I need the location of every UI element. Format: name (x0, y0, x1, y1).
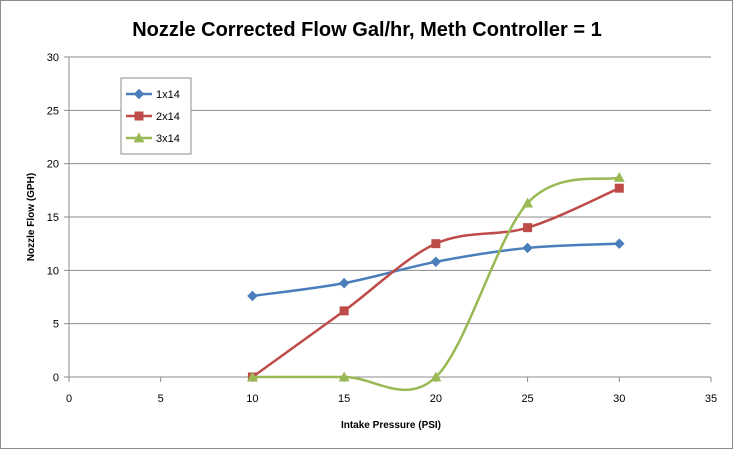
legend-item-3x14: 3x14 (126, 132, 180, 145)
data-point-2x14 (614, 183, 624, 193)
x-tick-label: 25 (521, 393, 533, 405)
y-tick-label: 15 (47, 212, 59, 224)
y-tick-label: 25 (47, 105, 59, 117)
x-tick-label: 10 (246, 393, 258, 405)
series-2x14 (247, 183, 624, 382)
legend-item-1x14: 1x14 (126, 88, 180, 101)
x-tick-label: 30 (613, 393, 625, 405)
axes: 0 5 10 15 20 25 30 0 5 10 15 20 25 30 35 (47, 52, 717, 405)
series-line-1x14 (252, 242, 620, 298)
data-point-3x14 (430, 371, 442, 382)
legend-label: 1x14 (156, 89, 180, 101)
y-tick-label: 10 (47, 265, 59, 277)
series-line-3x14 (252, 176, 620, 392)
x-tick-label: 15 (338, 393, 350, 405)
data-point-1x14 (522, 242, 533, 254)
data-point-1x14 (338, 277, 350, 289)
series-1x14 (247, 238, 625, 302)
y-tick-label: 0 (53, 372, 59, 384)
data-point-1x14 (430, 256, 442, 268)
data-point-3x14 (522, 197, 534, 208)
legend-marker (134, 111, 144, 121)
legend-marker (133, 88, 145, 100)
series-3x14 (246, 172, 625, 392)
legend-label: 2x14 (156, 111, 180, 123)
data-point-2x14 (339, 306, 349, 316)
series-layer (246, 172, 625, 392)
data-point-2x14 (523, 223, 533, 233)
x-axis-title: Intake Pressure (PSI) (341, 420, 441, 431)
x-tick-label: 5 (158, 393, 164, 405)
y-tick-label: 5 (53, 319, 59, 331)
x-tick-label: 35 (705, 393, 717, 405)
data-point-1x14 (247, 290, 258, 302)
legend-marker (133, 132, 145, 143)
data-point-2x14 (431, 239, 441, 249)
y-tick-label: 30 (47, 52, 59, 64)
legend-label: 3x14 (156, 133, 180, 145)
y-tick-label: 20 (47, 159, 59, 171)
legend-item-2x14: 2x14 (126, 111, 180, 123)
x-tick-label: 0 (66, 393, 72, 405)
x-tick-label: 20 (430, 393, 442, 405)
chart-title: Nozzle Corrected Flow Gal/hr, Meth Contr… (132, 19, 602, 41)
data-point-1x14 (613, 238, 625, 250)
y-axis-title: Nozzle Flow (GPH) (26, 173, 37, 261)
data-point-3x14 (246, 371, 258, 382)
legend: 1x14 2x14 3x14 (120, 77, 192, 155)
data-point-3x14 (338, 371, 350, 382)
data-point-3x14 (613, 172, 625, 182)
